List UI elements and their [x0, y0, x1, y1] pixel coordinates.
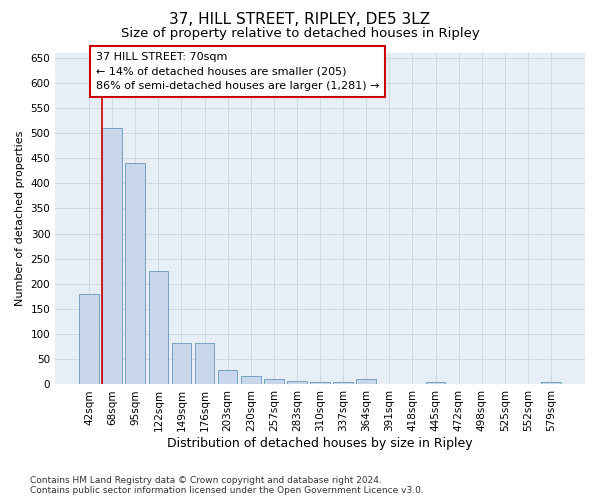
- Bar: [426, 382, 445, 384]
- Bar: [195, 342, 214, 384]
- Text: 37 HILL STREET: 70sqm
← 14% of detached houses are smaller (205)
86% of semi-det: 37 HILL STREET: 70sqm ← 14% of detached …: [96, 52, 379, 92]
- Bar: [356, 380, 376, 384]
- Bar: [103, 128, 122, 384]
- Text: 37, HILL STREET, RIPLEY, DE5 3LZ: 37, HILL STREET, RIPLEY, DE5 3LZ: [169, 12, 431, 28]
- Bar: [334, 382, 353, 384]
- Y-axis label: Number of detached properties: Number of detached properties: [15, 131, 25, 306]
- Bar: [125, 163, 145, 384]
- Bar: [241, 376, 260, 384]
- Bar: [310, 382, 330, 384]
- Bar: [541, 382, 561, 384]
- Text: Size of property relative to detached houses in Ripley: Size of property relative to detached ho…: [121, 28, 479, 40]
- Bar: [264, 380, 284, 384]
- Bar: [149, 272, 168, 384]
- Text: Contains HM Land Registry data © Crown copyright and database right 2024.
Contai: Contains HM Land Registry data © Crown c…: [30, 476, 424, 495]
- Bar: [172, 342, 191, 384]
- Bar: [79, 294, 99, 384]
- X-axis label: Distribution of detached houses by size in Ripley: Distribution of detached houses by size …: [167, 437, 473, 450]
- Bar: [218, 370, 238, 384]
- Bar: [287, 381, 307, 384]
